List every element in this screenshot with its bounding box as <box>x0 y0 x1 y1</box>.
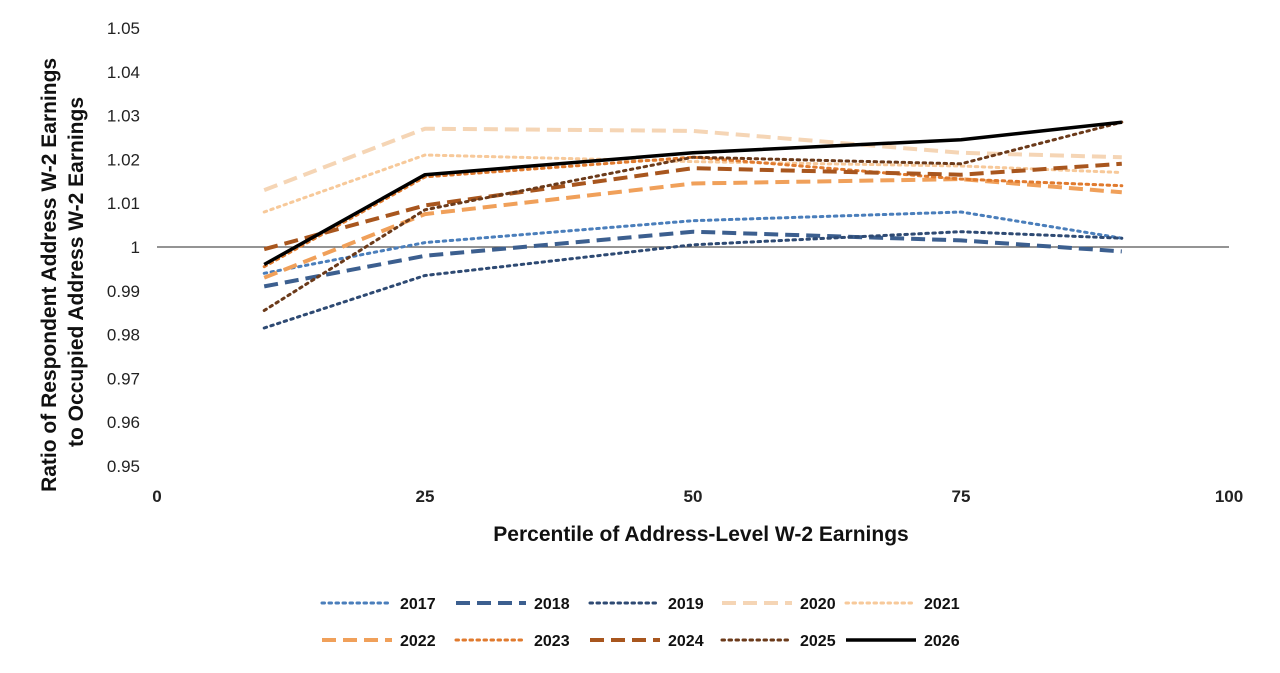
y-tick-label: 0.98 <box>107 326 140 345</box>
legend-label: 2024 <box>668 633 704 650</box>
series-lines <box>262 120 1124 330</box>
legend-item-2021: 2021 <box>844 596 960 613</box>
y-tick-label: 0.95 <box>107 457 140 476</box>
legend-item-2017: 2017 <box>320 596 436 613</box>
legend-label: 2020 <box>800 596 836 613</box>
x-axis-title: Percentile of Address-Level W-2 Earnings <box>493 523 908 546</box>
legend-item-2019: 2019 <box>588 596 704 613</box>
y-tick-label: 1.04 <box>107 63 140 82</box>
series-line-2024 <box>263 161 1122 252</box>
legend-item-2020: 2020 <box>722 596 836 613</box>
legend-item-2024: 2024 <box>590 633 704 650</box>
legend-label: 2018 <box>534 596 570 613</box>
series-line-2022 <box>263 177 1122 280</box>
series-line-2018 <box>263 229 1122 289</box>
legend-item-2023: 2023 <box>454 633 570 650</box>
legend-label: 2019 <box>668 596 704 613</box>
y-tick-label: 1.02 <box>107 150 140 169</box>
legend: 2017 2018 2019 2020 2021 2022 2023 2024 2025 2026 <box>320 596 960 650</box>
legend-label: 2026 <box>924 633 960 650</box>
x-tick-label: 50 <box>684 487 703 506</box>
x-tick-label: 75 <box>952 487 971 506</box>
legend-label: 2017 <box>400 596 436 613</box>
y-axis-title-line-2: to Occupied Address W-2 Earnings <box>65 97 88 447</box>
y-tick-label: 0.96 <box>107 413 140 432</box>
legend-label: 2022 <box>400 633 436 650</box>
y-tick-label: 0.97 <box>107 369 140 388</box>
x-tick-label: 25 <box>416 487 435 506</box>
x-tick-label: 0 <box>152 487 161 506</box>
legend-item-2022: 2022 <box>322 633 436 650</box>
legend-label: 2021 <box>924 596 960 613</box>
y-tick-label: 1.05 <box>107 19 140 38</box>
series-line-2019 <box>262 230 1124 330</box>
y-tick-label: 1.03 <box>107 107 140 126</box>
y-tick-label: 1 <box>131 238 140 257</box>
legend-label: 2025 <box>800 633 836 650</box>
y-tick-label: 0.99 <box>107 282 140 301</box>
series-line-2017 <box>262 210 1124 275</box>
x-tick-label: 100 <box>1215 487 1243 506</box>
legend-item-2018: 2018 <box>456 596 570 613</box>
y-tick-label: 1.01 <box>107 194 140 213</box>
legend-label: 2023 <box>534 633 570 650</box>
series-line-2026 <box>263 120 1122 267</box>
legend-item-2026: 2026 <box>846 633 960 650</box>
series-line-2021 <box>262 153 1124 214</box>
x-axis-ticks: 0 25 50 75 100 <box>152 487 1243 506</box>
series-line-2020 <box>263 126 1122 192</box>
series-line-2023 <box>262 155 1124 269</box>
y-axis-title: Ratio of Respondent Address W-2 Earnings… <box>38 52 88 492</box>
legend-item-2025: 2025 <box>720 633 836 650</box>
series-line-2025 <box>262 120 1124 312</box>
y-axis-title-line-1: Ratio of Respondent Address W-2 Earnings <box>38 58 61 492</box>
y-axis-ticks: 0.95 0.96 0.97 0.98 0.99 1 1.01 1.02 1.03 1.04 1.0… <box>107 19 140 476</box>
